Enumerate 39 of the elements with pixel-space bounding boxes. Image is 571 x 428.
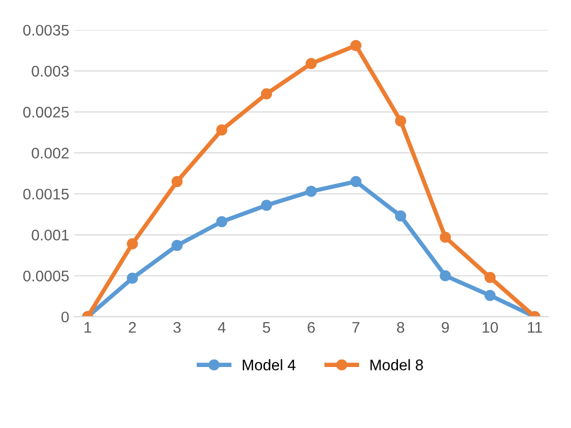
point	[126, 272, 138, 284]
point	[440, 232, 451, 243]
point	[395, 210, 406, 222]
point	[440, 270, 451, 282]
point	[216, 124, 228, 136]
point	[306, 58, 317, 70]
point	[260, 88, 272, 100]
y-tick-label: 0	[61, 312, 69, 322]
x-tick-label: 5	[262, 322, 270, 333]
y-tick-label: 0.003	[32, 66, 69, 77]
x-tick-label: 4	[218, 322, 226, 333]
x-tick-label: 6	[308, 322, 315, 333]
y-tick-label: 0.0015	[23, 188, 69, 200]
x-tick-label: 7	[352, 322, 360, 333]
point	[172, 240, 183, 251]
y-tick-label: 0.0005	[23, 270, 69, 282]
point	[484, 290, 496, 301]
y-tick-label: 0.0025	[23, 106, 69, 118]
legend-label: Model 4	[242, 359, 296, 370]
x-tick-label: 1	[84, 322, 92, 333]
point	[484, 272, 496, 283]
x-tick-label: 11	[528, 322, 542, 333]
point	[216, 216, 228, 228]
x-tick-label: 9	[442, 322, 449, 333]
point	[350, 40, 362, 52]
point	[395, 115, 406, 126]
point	[306, 186, 317, 197]
point	[260, 200, 272, 211]
x-tick-label: 8	[397, 322, 404, 333]
point	[126, 238, 138, 250]
x-tick-label: 3	[173, 322, 181, 333]
legend-label: Model 8	[370, 359, 423, 370]
y-tick-label: 0.0035	[23, 24, 69, 36]
x-tick-label: 2	[128, 322, 136, 333]
point	[350, 176, 362, 188]
y-tick-label: 0.002	[32, 148, 69, 159]
x-tick-label: 10	[482, 322, 498, 333]
y-tick-label: 0.001	[32, 230, 69, 240]
point	[172, 176, 183, 188]
